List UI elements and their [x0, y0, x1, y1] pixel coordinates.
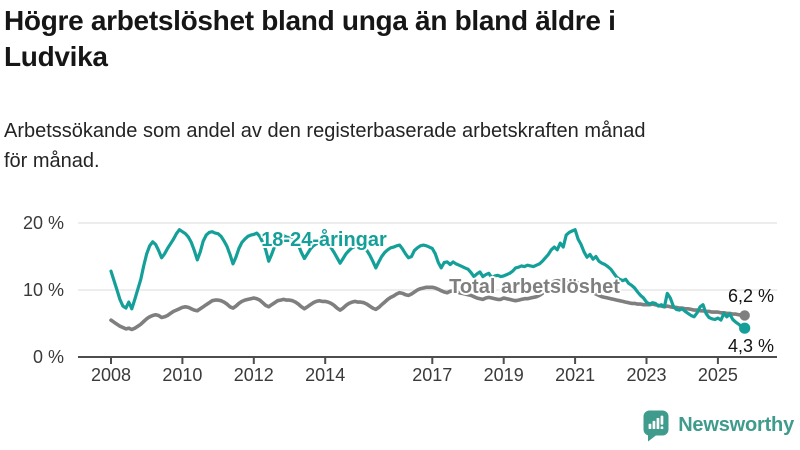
series-end-dot: [739, 310, 750, 321]
chart-subtitle: Arbetssökande som andel av den registerb…: [4, 116, 646, 176]
series-end-dot: [739, 322, 751, 334]
x-axis-label: 2019: [483, 365, 524, 385]
y-axis-label: 20 %: [22, 213, 64, 233]
x-axis-label: 2025: [697, 365, 738, 385]
x-axis-label: 2012: [233, 365, 274, 385]
x-axis-label: 2021: [555, 365, 596, 385]
y-axis-label: 10 %: [22, 280, 64, 300]
x-axis-label: 2008: [90, 365, 132, 385]
series-line: [109, 228, 747, 330]
x-axis-label: 2014: [305, 365, 346, 385]
newsworthy-logo: Newsworthy: [642, 409, 794, 442]
subtitle-line-2: för månad.: [4, 150, 100, 172]
end-value-total: 6,2 %: [727, 286, 774, 306]
title-line-1: Högre arbetslöshet bland unga än bland ä…: [4, 5, 616, 36]
series-line: [109, 278, 747, 332]
y-axis-label: 0 %: [32, 347, 64, 367]
series-label-total: Total arbetslöshet: [449, 276, 620, 298]
end-value-young: 4,3 %: [727, 336, 774, 356]
x-axis-label: 2023: [626, 365, 667, 385]
newsworthy-wordmark: Newsworthy: [678, 414, 794, 436]
subtitle-line-1: Arbetssökande som andel av den registerb…: [4, 120, 646, 142]
title-line-2: Ludvika: [4, 41, 108, 72]
newsworthy-icon: [643, 410, 669, 442]
x-axis-label: 2010: [162, 365, 203, 385]
x-axis-label: 2017: [412, 365, 453, 385]
page-title: Högre arbetslöshet bland unga än bland ä…: [4, 3, 616, 75]
series-label-young: 18-24-åringar: [261, 229, 387, 251]
